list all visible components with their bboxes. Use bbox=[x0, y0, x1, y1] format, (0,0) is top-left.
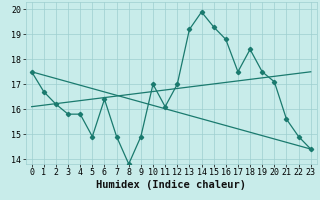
X-axis label: Humidex (Indice chaleur): Humidex (Indice chaleur) bbox=[96, 180, 246, 190]
